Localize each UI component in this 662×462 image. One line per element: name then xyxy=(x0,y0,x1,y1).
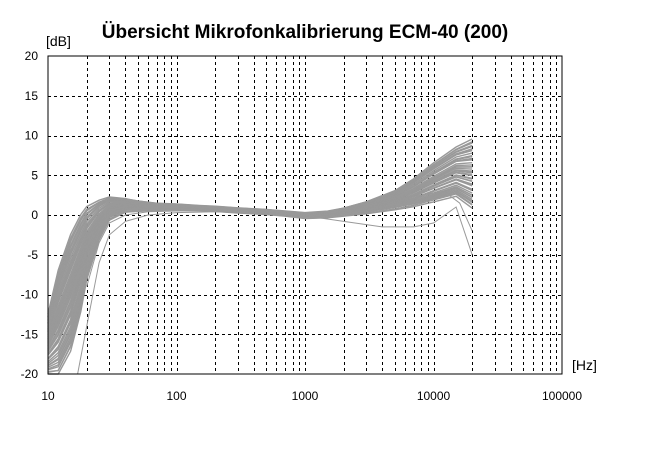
y-tick-label: 5 xyxy=(31,168,38,182)
response-curve xyxy=(47,152,473,327)
x-tick-label: 1000 xyxy=(292,389,319,403)
outlier-curve xyxy=(77,206,473,375)
y-tick-label: -15 xyxy=(21,327,39,341)
y-tick-label: 15 xyxy=(25,89,39,103)
x-axis-label: [Hz] xyxy=(572,357,597,373)
response-curve xyxy=(47,148,473,323)
plot-frame xyxy=(47,55,563,375)
response-curve xyxy=(48,195,473,375)
x-tick-label: 100000 xyxy=(542,389,582,403)
y-axis-label: [dB] xyxy=(46,33,71,49)
y-tick-label: -20 xyxy=(21,367,39,381)
response-curve xyxy=(47,149,473,325)
x-tick-label: 100 xyxy=(166,389,186,403)
y-tick-label: 10 xyxy=(25,129,39,143)
x-tick-labels: 10 100 1000 10000 100000 xyxy=(41,389,582,403)
grid xyxy=(48,56,562,374)
outlier-curve xyxy=(70,186,473,319)
response-curve xyxy=(47,141,473,317)
y-tick-labels: 20 15 10 5 0 -5 -10 -15 -20 xyxy=(21,49,39,381)
y-tick-label: -10 xyxy=(21,288,39,302)
x-tick-label: 10 xyxy=(41,389,55,403)
response-curve xyxy=(47,138,473,315)
response-curve xyxy=(47,193,473,373)
y-tick-label: 20 xyxy=(25,49,39,63)
chart-title: Übersicht Mikrofonkalibrierung ECM-40 (2… xyxy=(102,22,508,43)
series-curves xyxy=(47,138,473,375)
response-curve xyxy=(47,142,473,318)
y-tick-label: 0 xyxy=(31,208,38,222)
y-tick-label: -5 xyxy=(27,248,38,262)
x-tick-label: 10000 xyxy=(417,389,451,403)
response-curve xyxy=(47,142,473,318)
